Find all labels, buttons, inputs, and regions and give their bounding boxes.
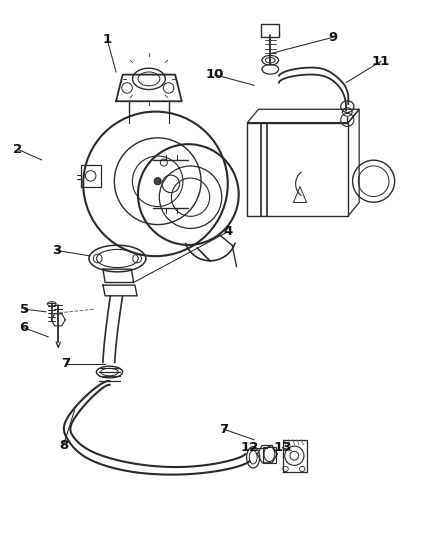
Text: 12: 12 bbox=[240, 441, 259, 454]
Text: 2: 2 bbox=[13, 143, 22, 156]
Text: 3: 3 bbox=[52, 244, 62, 257]
Text: 9: 9 bbox=[328, 31, 337, 44]
Text: 7: 7 bbox=[61, 357, 70, 370]
Text: 13: 13 bbox=[273, 441, 292, 454]
Text: 11: 11 bbox=[372, 55, 390, 68]
Text: 6: 6 bbox=[19, 321, 29, 334]
Text: 5: 5 bbox=[20, 303, 28, 316]
Text: 10: 10 bbox=[205, 68, 224, 81]
Circle shape bbox=[154, 177, 161, 185]
Bar bbox=[263, 447, 276, 463]
Text: 4: 4 bbox=[223, 225, 233, 238]
Text: 7: 7 bbox=[219, 423, 228, 435]
Bar bbox=[261, 24, 279, 37]
Text: 1: 1 bbox=[103, 34, 112, 46]
Bar bbox=[247, 123, 348, 216]
Text: 8: 8 bbox=[59, 439, 68, 451]
